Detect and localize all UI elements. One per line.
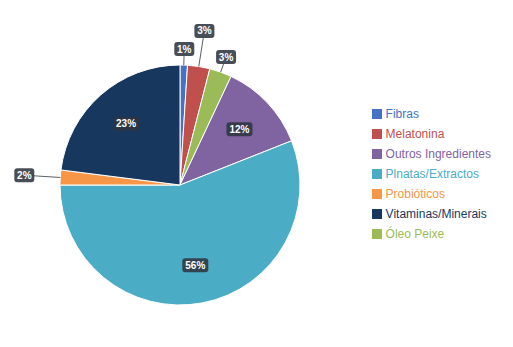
html-text:Melatonina: Melatonina <box>385 126 445 141</box>
html-text:Plnatas/Extractos: Plnatas/Extractos <box>385 166 479 181</box>
svg-text:2%: 2% <box>17 170 32 181</box>
html-text:Probióticos: Probióticos <box>385 186 445 201</box>
html-text:Outros Ingredientes: Outros Ingredientes <box>385 146 491 161</box>
html-text:Vitaminas/Minerais: Vitaminas/Minerais <box>385 206 487 221</box>
svg-text:3%: 3% <box>219 52 234 63</box>
svg-text:56%: 56% <box>185 260 205 271</box>
svg-text:1%: 1% <box>177 44 192 55</box>
html-text:Fibras: Fibras <box>385 106 419 121</box>
svg-text:23%: 23% <box>116 118 136 129</box>
svg-text:3%: 3% <box>197 25 212 36</box>
svg-text:12%: 12% <box>229 124 249 135</box>
html-text:Óleo Peixe: Óleo Peixe <box>385 226 445 241</box>
